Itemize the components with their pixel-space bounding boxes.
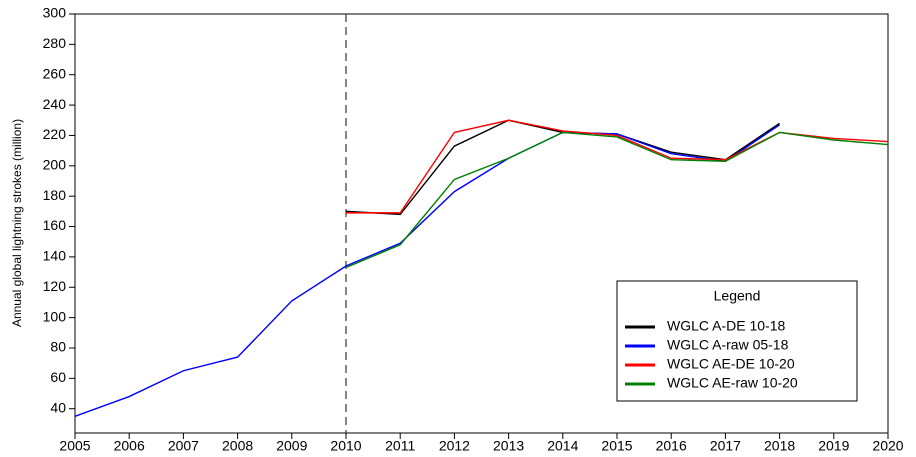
x-tick-label: 2008 — [222, 438, 253, 454]
legend-box — [616, 280, 858, 402]
x-tick-label: 2012 — [439, 438, 470, 454]
y-tick-label: 240 — [43, 96, 67, 112]
y-tick-label: 80 — [50, 339, 66, 355]
y-tick-label: 180 — [43, 187, 67, 203]
x-tick-label: 2020 — [872, 438, 903, 454]
y-tick-label: 220 — [43, 126, 67, 142]
series-line — [345, 131, 889, 269]
y-tick-label: 280 — [43, 35, 67, 51]
x-tick-label: 2011 — [385, 438, 415, 454]
legend-label: WGLC A-raw 05-18 — [667, 337, 789, 353]
legend-label: WGLC AE-raw 10-20 — [667, 375, 798, 391]
legend-label: WGLC A-DE 10-18 — [667, 318, 785, 334]
y-tick-label: 200 — [43, 157, 67, 173]
y-tick-label: 60 — [50, 369, 66, 385]
y-axis-label: Annual global lightning strokes (million… — [10, 119, 24, 327]
y-tick-label: 160 — [43, 217, 67, 233]
y-tick-label: 120 — [43, 278, 67, 294]
x-tick-label: 2007 — [168, 438, 199, 454]
series-line — [345, 119, 780, 216]
y-tick-label: 260 — [43, 65, 67, 81]
series-line — [74, 124, 780, 417]
x-tick-label: 2017 — [710, 438, 741, 454]
x-tick-label: 2013 — [493, 438, 524, 454]
y-tick-label: 100 — [43, 308, 67, 324]
x-tick-label: 2018 — [764, 438, 795, 454]
legend-label: WGLC AE-DE 10-20 — [667, 356, 795, 372]
x-tick-label: 2010 — [330, 438, 361, 454]
legend-title: Legend — [714, 288, 761, 304]
x-tick-label: 2005 — [59, 438, 90, 454]
x-tick-label: 2009 — [276, 438, 307, 454]
x-tick-label: 2019 — [818, 438, 849, 454]
y-tick-label: 140 — [43, 248, 67, 264]
x-tick-label: 2006 — [114, 438, 145, 454]
y-tick-label: 40 — [50, 399, 66, 415]
x-tick-label: 2015 — [601, 438, 632, 454]
y-tick-label: 300 — [43, 5, 67, 21]
x-tick-label: 2014 — [547, 438, 578, 454]
x-tick-label: 2016 — [656, 438, 687, 454]
plot-frame — [74, 13, 889, 434]
